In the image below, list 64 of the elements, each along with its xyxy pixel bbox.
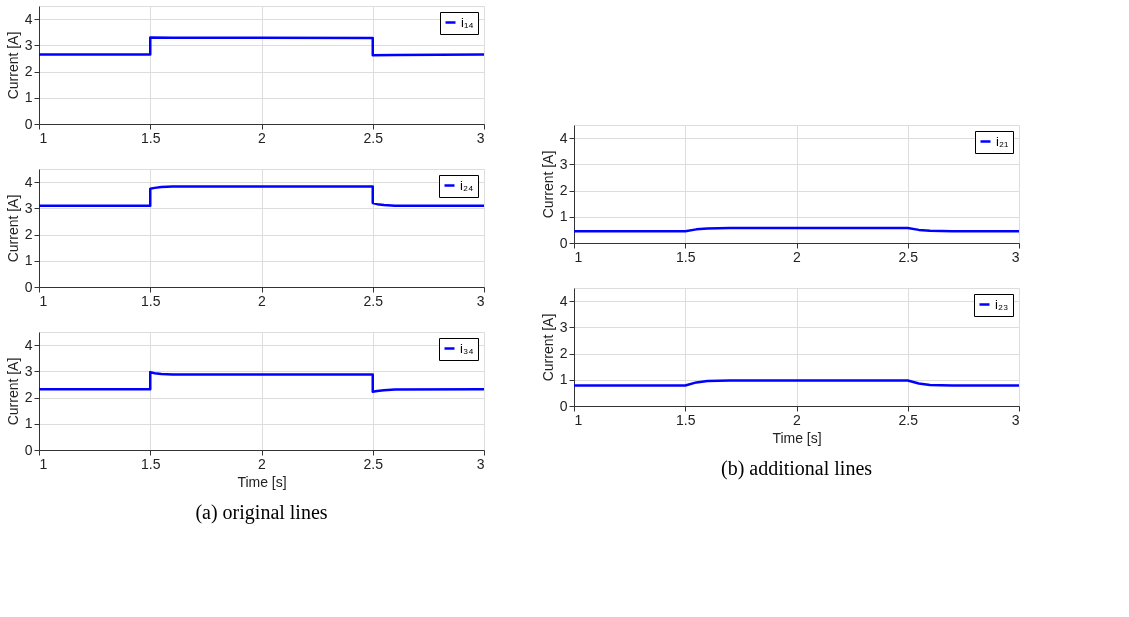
- x-tick-label: 2.5: [898, 411, 919, 428]
- x-tick-label: 3: [476, 455, 485, 472]
- x-tick-label: 2: [793, 411, 802, 428]
- y-tick-label: 3: [24, 199, 33, 216]
- x-tick-label: 2.5: [363, 129, 384, 146]
- y-tick-label: 3: [24, 362, 33, 379]
- x-tick-label: 2: [258, 129, 267, 146]
- x-tick-label: 2.5: [363, 455, 384, 472]
- legend-label: i₂₁: [996, 133, 1009, 149]
- y-tick-label: 4: [559, 292, 568, 309]
- y-axis-title: Current [A]: [4, 31, 21, 100]
- y-tick-label: 2: [24, 63, 33, 80]
- x-tick-label: 1: [574, 248, 583, 265]
- y-axis-title: Current [A]: [539, 313, 556, 382]
- x-tick-label: 1: [39, 292, 48, 309]
- y-tick-label: 4: [24, 10, 33, 27]
- y-tick-label: 0: [24, 278, 33, 295]
- y-tick-label: 4: [24, 173, 33, 190]
- x-tick-label: 1: [39, 455, 48, 472]
- y-tick-label: 2: [24, 389, 33, 406]
- x-tick-label: 1.5: [141, 292, 161, 309]
- y-axis-title: Current [A]: [4, 357, 21, 426]
- y-tick-label: 3: [559, 155, 568, 172]
- x-tick-label: 3: [476, 129, 485, 146]
- x-tick-label: 3: [1011, 248, 1020, 265]
- x-tick-label: 1.5: [141, 129, 161, 146]
- y-tick-label: 2: [559, 345, 568, 362]
- x-tick-label: 2.5: [898, 248, 919, 265]
- x-tick-label: 1.5: [141, 455, 161, 472]
- y-tick-label: 0: [24, 115, 33, 132]
- y-tick-label: 0: [559, 397, 568, 414]
- x-tick-label: 1: [39, 129, 48, 146]
- y-tick-label: 3: [559, 318, 568, 335]
- y-tick-label: 2: [24, 226, 33, 243]
- x-axis-title: Time [s]: [772, 429, 822, 446]
- line-series: [39, 36, 484, 57]
- x-tick-label: 2: [258, 292, 267, 309]
- y-tick-label: 0: [559, 234, 568, 251]
- y-tick-label: 1: [559, 371, 568, 388]
- text: (a) original lines: [195, 501, 328, 524]
- x-tick-label: 3: [1011, 411, 1020, 428]
- y-tick-label: 1: [24, 89, 33, 106]
- legend-label: i₁₄: [461, 14, 474, 30]
- x-tick-label: 2: [793, 248, 802, 265]
- x-tick-label: 1.5: [676, 411, 696, 428]
- y-tick-label: 2: [559, 182, 568, 199]
- x-tick-label: 2: [258, 455, 267, 472]
- x-tick-label: 1.5: [676, 248, 696, 265]
- x-axis-title: Time [s]: [237, 473, 287, 490]
- y-tick-label: 0: [24, 441, 33, 458]
- x-tick-label: 1: [574, 411, 583, 428]
- x-tick-label: 2.5: [363, 292, 384, 309]
- x-tick-label: 3: [476, 292, 485, 309]
- y-axis-title: Current [A]: [539, 150, 556, 219]
- text: (b) additional lines: [720, 457, 873, 480]
- y-axis-title: Current [A]: [4, 194, 21, 263]
- legend-label: i₂₃: [995, 296, 1009, 312]
- y-tick-label: 4: [559, 129, 568, 146]
- legend-label: i₂₄: [460, 177, 474, 193]
- legend-label: i₃₄: [460, 340, 474, 356]
- y-tick-label: 3: [24, 36, 33, 53]
- y-tick-label: 1: [559, 208, 568, 225]
- line-series: [39, 370, 484, 394]
- y-tick-label: 4: [24, 336, 33, 353]
